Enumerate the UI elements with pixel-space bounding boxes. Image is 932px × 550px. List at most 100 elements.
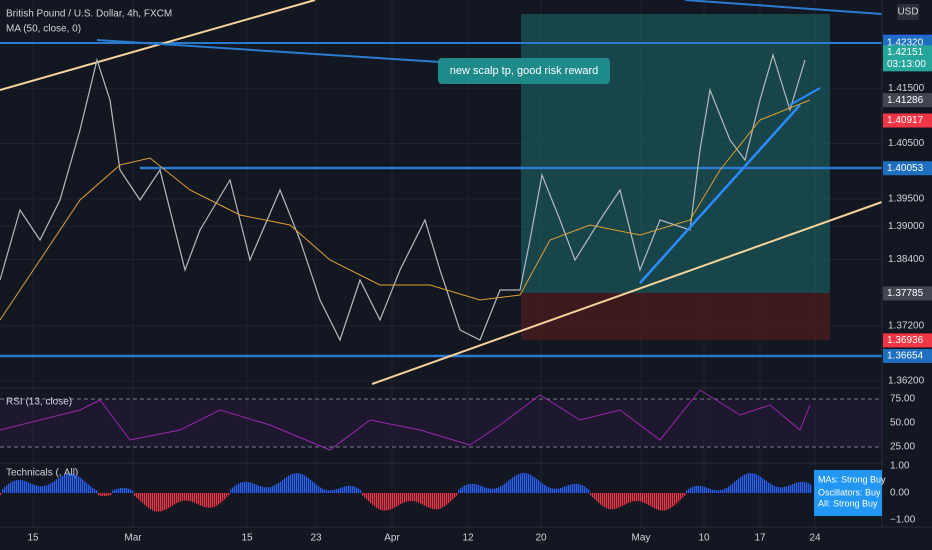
countdown: 03:13:00	[887, 59, 926, 70]
trendline	[639, 104, 801, 284]
technicals-bar	[316, 484, 318, 493]
technicals-bar	[530, 474, 532, 493]
technicals-bar	[570, 484, 572, 493]
technicals-bar	[136, 493, 138, 498]
technicals-bar	[786, 486, 788, 493]
technicals-bar	[46, 485, 48, 493]
technicals-bar	[532, 476, 534, 493]
technicals-bar	[670, 493, 672, 508]
time-tick-label: 15	[27, 533, 39, 544]
technicals-bar	[54, 480, 56, 493]
technicals-bar	[458, 489, 460, 493]
technicals-bar	[740, 476, 742, 493]
technicals-bar	[84, 481, 86, 493]
technicals-bar	[176, 493, 178, 504]
technicals-bar	[806, 482, 808, 493]
currency[interactable]: USD	[897, 7, 918, 18]
price-badge	[883, 45, 932, 72]
trendline	[0, 0, 316, 91]
technicals-bar	[350, 485, 352, 493]
technicals-bar	[498, 487, 500, 493]
technicals-bar	[354, 486, 356, 493]
time-tick-label: 20	[535, 533, 547, 544]
technicals-bar	[578, 484, 580, 493]
time-tick-label: 23	[310, 533, 322, 544]
technicals-bar	[292, 473, 294, 493]
technicals-bar	[348, 485, 350, 493]
technicals-bar	[306, 476, 308, 493]
technicals-bar	[206, 493, 208, 508]
technicals-bar	[622, 493, 624, 506]
technicals-bar	[444, 493, 446, 507]
technicals-bar	[104, 493, 106, 497]
currency-button[interactable]	[897, 4, 919, 20]
technicals-bar	[454, 493, 456, 498]
technicals-bar	[696, 485, 698, 493]
technicals-bar	[142, 493, 144, 504]
technicals-bar	[706, 487, 708, 493]
technicals-bar	[798, 482, 800, 493]
technicals-bar	[596, 493, 598, 502]
technicals-bar	[16, 480, 18, 493]
technicals-bar	[608, 493, 610, 509]
technicals-bar	[546, 486, 548, 493]
technicals-bar	[340, 487, 342, 493]
technicals-bar	[606, 493, 608, 509]
technicals-bar	[248, 482, 250, 493]
technicals-bar	[544, 484, 546, 493]
technicals-bar	[512, 477, 514, 493]
price-badge-label: 1.36936	[887, 335, 924, 346]
technicals-bar	[260, 486, 262, 493]
technicals-bar	[92, 487, 94, 493]
technicals-bar	[634, 493, 636, 502]
rsi-tick-label: 75.00	[890, 394, 915, 405]
technicals-bar	[778, 487, 780, 493]
technicals-bar	[270, 486, 272, 493]
technicals-bar	[714, 490, 716, 493]
technicals-bar	[496, 488, 498, 493]
technicals-bar	[74, 474, 76, 493]
technicals-bar	[268, 487, 270, 493]
time-tick-label: Mar	[124, 533, 142, 544]
technicals-bar	[70, 473, 72, 493]
technicals-bar	[254, 484, 256, 493]
technicals-bar	[472, 483, 474, 493]
technicals-bar	[492, 488, 494, 493]
technicals-tick-label: −1.00	[890, 515, 916, 526]
technicals-bar	[694, 486, 696, 493]
technicals-bar	[610, 493, 612, 510]
technicals-bar	[744, 474, 746, 493]
technicals-bar	[742, 475, 744, 493]
technicals-bar	[774, 486, 776, 493]
technicals-bar	[802, 481, 804, 493]
technicals-bar	[764, 479, 766, 493]
technicals-bar	[114, 489, 116, 493]
price-badge	[883, 161, 932, 176]
technicals-bar	[332, 490, 334, 493]
technicals-bar	[390, 493, 392, 510]
technicals-bar	[138, 493, 140, 500]
technicals-bar	[528, 473, 530, 493]
technicals-bar	[310, 479, 312, 493]
technicals-bar	[470, 483, 472, 493]
technicals-bar	[484, 487, 486, 493]
technicals-bar	[746, 473, 748, 493]
rsi-series	[0, 389, 811, 451]
technicals-bar	[342, 487, 344, 493]
technicals-bar	[450, 493, 452, 502]
technicals-bar	[110, 493, 112, 496]
technicals-bar	[314, 483, 316, 493]
technicals-bar	[586, 487, 588, 493]
technicals-bar	[344, 486, 346, 493]
technicals-bar	[582, 485, 584, 493]
technicals-bar	[68, 473, 70, 493]
technicals-bar	[106, 493, 108, 496]
technicals-bar	[400, 493, 402, 505]
technicals-bar	[286, 476, 288, 493]
technicals-bar	[238, 483, 240, 493]
technicals-bar	[662, 493, 664, 511]
rsi-label: RSI (13, close)	[6, 397, 72, 408]
technicals-bar	[636, 493, 638, 501]
technicals-bar	[762, 478, 764, 493]
technicals-bar	[474, 484, 476, 493]
